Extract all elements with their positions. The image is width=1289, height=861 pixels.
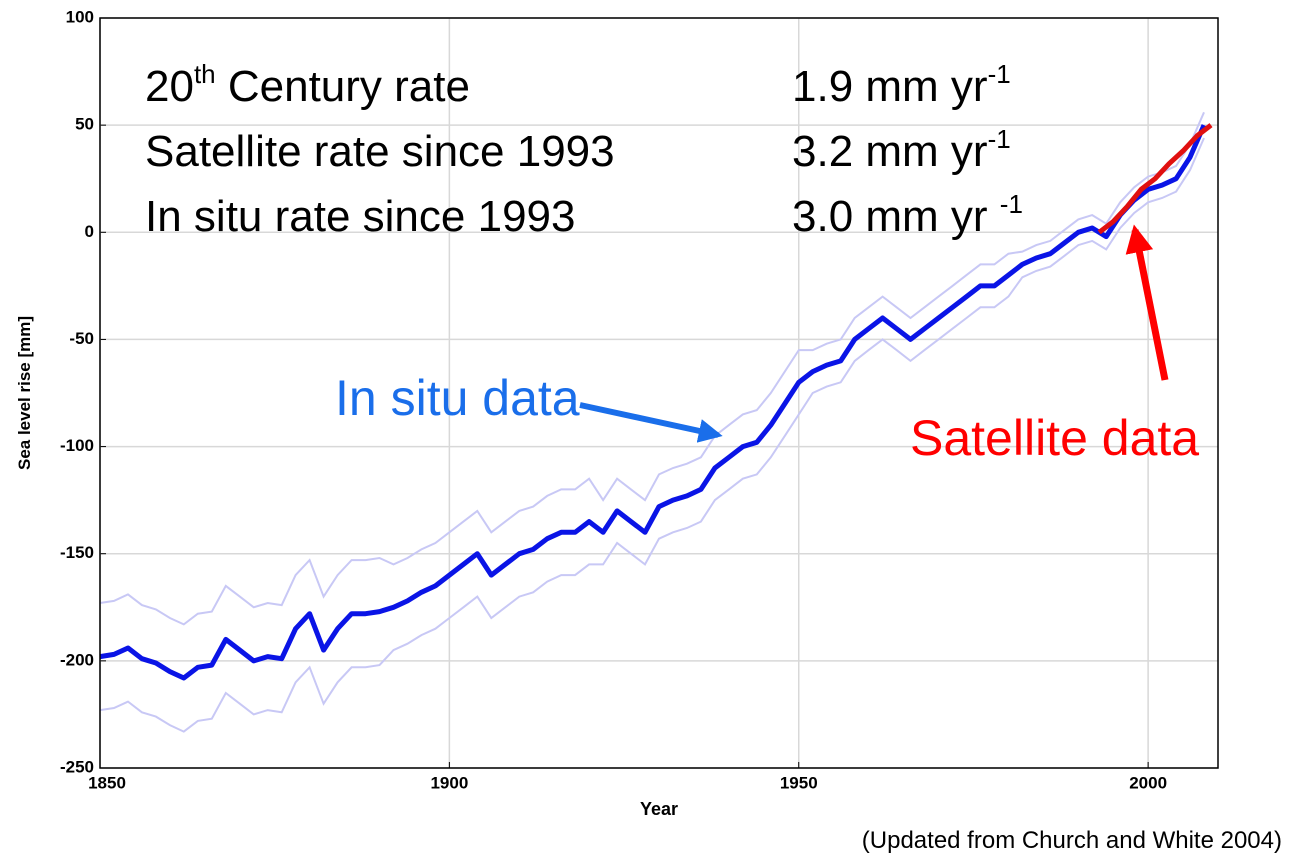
text-part: Satellite rate since 1993 xyxy=(145,127,615,176)
text-part: In situ rate since 1993 xyxy=(145,192,575,241)
arrow xyxy=(579,402,723,443)
y-axis-label: Sea level rise [mm] xyxy=(15,316,34,470)
text-part: 1.9 mm yr xyxy=(792,62,988,111)
rate-text: 3.0 mm yr -1 xyxy=(792,189,1023,241)
text-part: 3.0 mm yr xyxy=(792,192,1000,241)
data-line xyxy=(99,124,1207,681)
rate-text: 3.2 mm yr-1 xyxy=(792,124,1011,176)
text-part: Century rate xyxy=(216,62,470,111)
x-tick-label: 2000 xyxy=(1129,773,1167,792)
text-part: 20 xyxy=(145,62,194,111)
superscript: -1 xyxy=(988,59,1011,89)
uncertainty-band xyxy=(99,137,1205,733)
series-label: In situ data xyxy=(335,370,580,426)
series-label: Satellite data xyxy=(910,410,1199,466)
data-line xyxy=(1097,123,1213,235)
arrow xyxy=(1125,224,1169,381)
y-tick-label: -50 xyxy=(69,329,94,348)
source-note: (Updated from Church and White 2004) xyxy=(862,827,1282,854)
y-tick-label: -200 xyxy=(60,650,94,669)
superscript: -1 xyxy=(988,124,1011,154)
rate-text: In situ rate since 1993 xyxy=(145,192,575,241)
uncertainty-band xyxy=(99,111,1205,626)
plot-frame xyxy=(99,17,1219,769)
y-tick-label: -100 xyxy=(60,436,94,455)
superscript: -1 xyxy=(1000,189,1023,219)
x-tick-label: 1950 xyxy=(780,773,818,792)
rate-text: Satellite rate since 1993 xyxy=(145,127,615,176)
y-tick-label: 0 xyxy=(85,222,94,241)
x-tick-label: 1850 xyxy=(88,773,126,792)
y-tick-label: -250 xyxy=(60,757,94,776)
y-tick-label: 100 xyxy=(66,7,94,26)
text-part: 3.2 mm yr xyxy=(792,127,988,176)
x-tick-label: 1900 xyxy=(430,773,468,792)
y-tick-label: -150 xyxy=(60,543,94,562)
superscript: th xyxy=(194,59,216,89)
rate-text: 1.9 mm yr-1 xyxy=(792,59,1011,111)
rate-text: 20th Century rate xyxy=(145,59,470,111)
x-axis-label: Year xyxy=(640,799,678,819)
y-tick-label: 50 xyxy=(75,115,94,134)
